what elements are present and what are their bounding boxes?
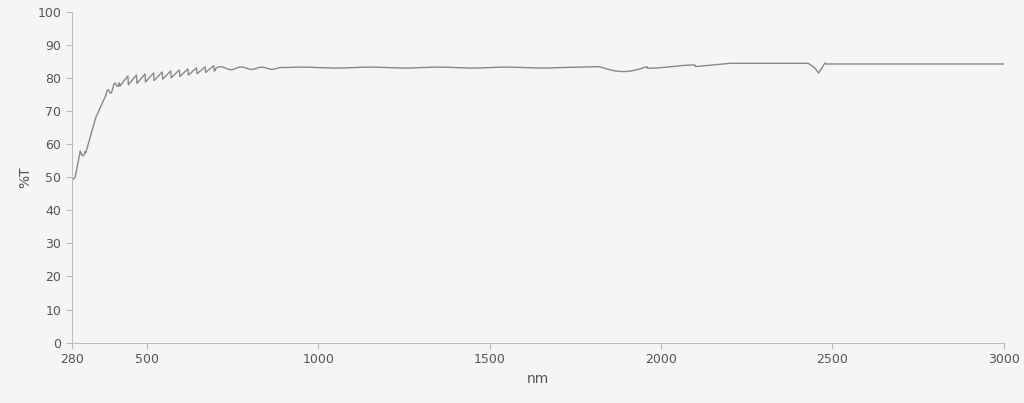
X-axis label: nm: nm	[526, 372, 549, 386]
Y-axis label: %T: %T	[17, 166, 32, 188]
